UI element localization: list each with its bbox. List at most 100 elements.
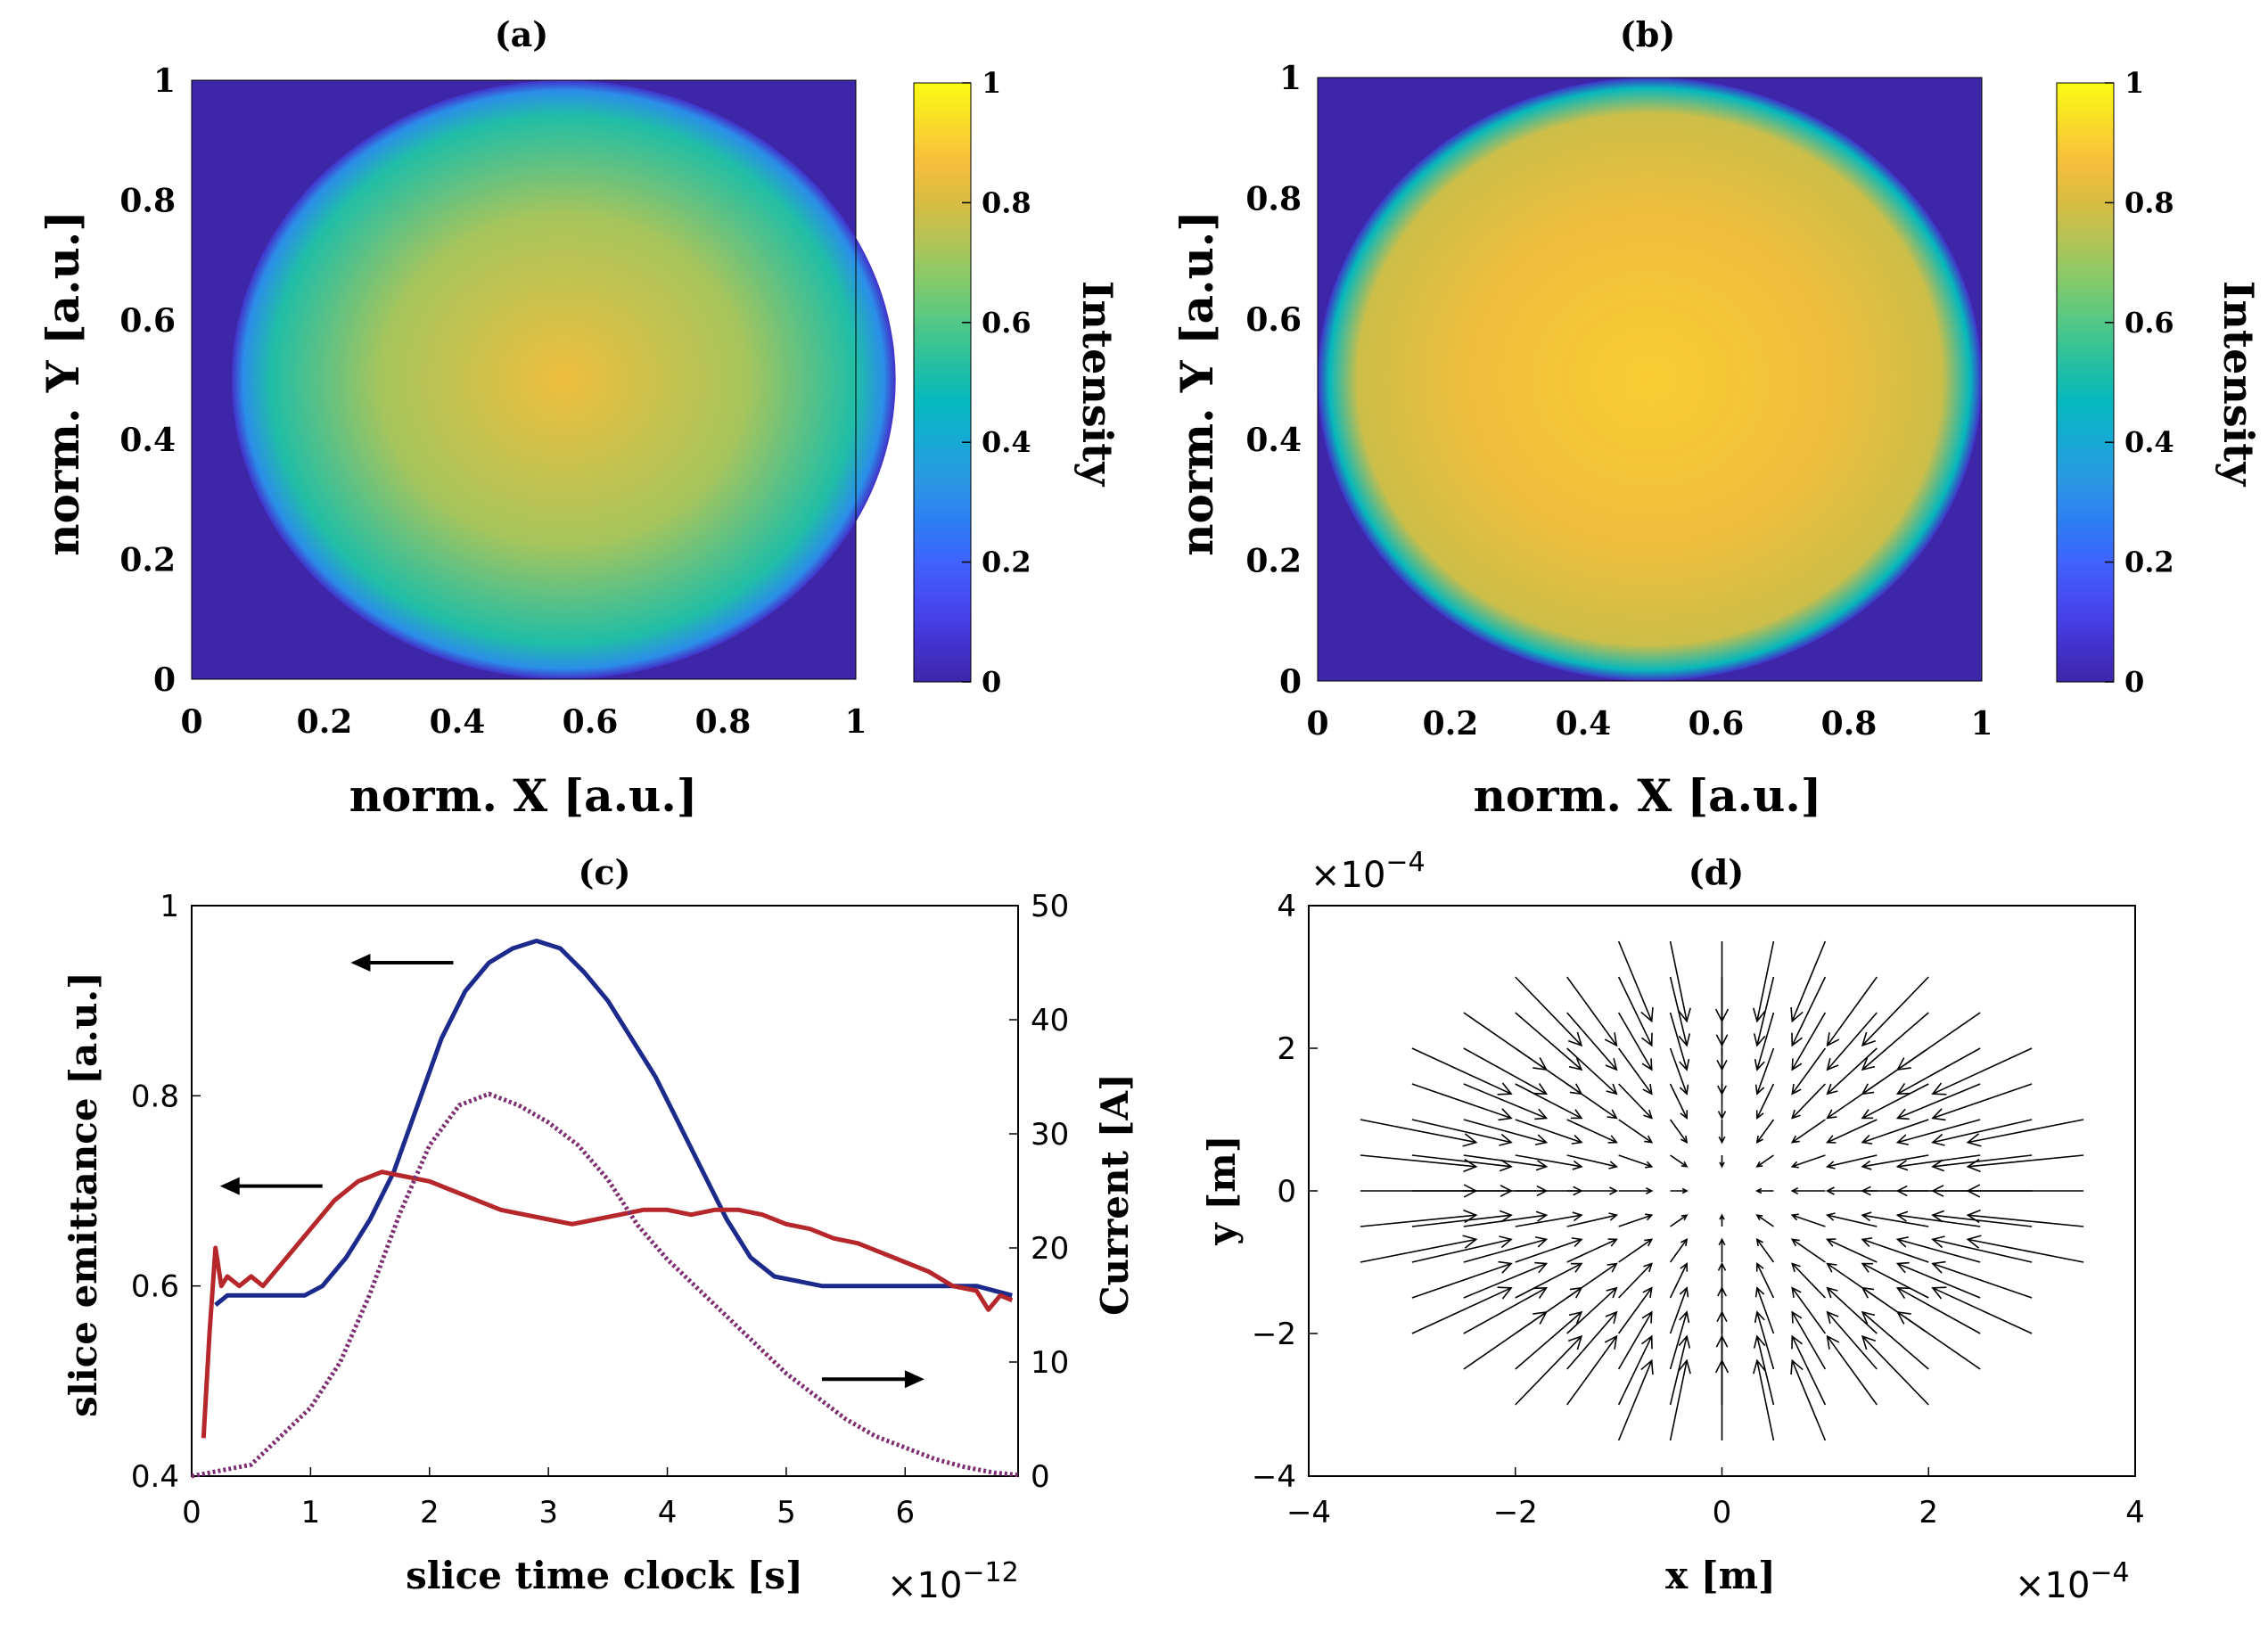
panel-d-ytick-label: 2: [1277, 1031, 1296, 1067]
panel-d-quiver-arrow: [1897, 1311, 1981, 1370]
panel-c-title: (c): [578, 852, 630, 892]
panel-d-quiver-arrow: [1463, 1154, 1547, 1168]
panel-d-quiver-head: [1717, 1085, 1727, 1096]
panel-d-quiver-head: [1462, 1133, 1478, 1147]
panel-d-quiver-head: [1790, 1161, 1799, 1169]
panel-d-quiver-head: [1931, 1082, 1947, 1096]
panel-d-quiver-head: [1715, 1034, 1729, 1047]
panel-d-quiver-arrow: [1827, 1154, 1878, 1168]
panel-d-quiver-head: [1640, 1032, 1653, 1047]
panel-d-quiver-head: [1534, 1261, 1549, 1274]
panel-d-quiver-arrow: [1932, 1083, 2033, 1120]
panel-d-quiver-head: [1895, 1185, 1908, 1197]
panel-d-quiver-head: [1825, 1161, 1836, 1169]
panel-d-quiver-arrow: [1756, 1083, 1775, 1119]
panel-d-quiver-head: [1931, 1159, 1945, 1172]
panel-b: (b) 0 0.2 0.4 0.6 0.8 1 0 0.2 0.4 0.6 0.8 1 0 0.2 0.4…: [1171, 14, 2263, 822]
panel-d-quiver-head: [1719, 1161, 1725, 1169]
panel-d-quiver-arrow: [1897, 1154, 1981, 1168]
panel-d-quiver-head: [1606, 1262, 1618, 1273]
panel-c-arrow-head: [350, 954, 371, 972]
panel-d-quiver-arrow: [1617, 1360, 1653, 1441]
panel-d-quiver-arrow: [1566, 1047, 1617, 1095]
panel-d-quiver-arrow: [1897, 1119, 1981, 1144]
panel-d-quiver-arrow: [1566, 976, 1617, 1046]
panel-c-series-emittance-red: [201, 1169, 1014, 1439]
panel-b-ytick-label: 0.8: [1245, 180, 1302, 217]
panel-c-ytick-left-label: 0.4: [131, 1459, 179, 1495]
panel-d-quiver-head: [1567, 1334, 1583, 1350]
panel-d-quiver-arrow: [1897, 1287, 1981, 1334]
panel-b-xtick-label: 0.4: [1556, 705, 1612, 743]
panel-d-quiver-arrow: [1566, 1083, 1617, 1120]
panel-d-quiver-head: [1826, 1135, 1837, 1144]
panel-d-quiver-arrow: [1932, 1119, 2033, 1144]
panel-b-ytick-label: 0: [1279, 663, 1302, 701]
panel-a-frame: [191, 79, 857, 680]
panel-b-cbar-tick-label: 0.2: [2124, 546, 2174, 579]
panel-d-quiver-arrow: [1617, 976, 1653, 1046]
panel-a-beam-disc: [231, 80, 896, 679]
panel-d-quiver-head: [1755, 1262, 1764, 1272]
panel-d-quiver-arrow: [1411, 1119, 1512, 1144]
panel-d-quiver-head: [1861, 1334, 1877, 1350]
panel-d-quiver-head: [1791, 1310, 1803, 1324]
panel-a-xtick-label: 0.4: [430, 703, 486, 741]
panel-d-quiver-head: [1966, 1133, 1982, 1147]
panel-d-quiver-head: [1755, 1237, 1764, 1247]
panel-d-quiver-arrow: [1515, 1119, 1582, 1144]
panel-d-quiver-head: [1753, 1358, 1767, 1375]
panel-d-quiver-head: [1826, 1286, 1838, 1299]
panel-d-quiver-arrow: [1756, 940, 1775, 1022]
panel-d-quiver-head: [1754, 1310, 1765, 1324]
panel-d-xtick-label: 4: [2125, 1495, 2145, 1530]
panel-d-quiver-head: [1895, 1210, 1909, 1222]
panel-c-xtick-label: 4: [658, 1495, 678, 1530]
panel-d-quiver-head: [1608, 1212, 1619, 1221]
panel-d-quiver-arrow: [1617, 940, 1653, 1022]
panel-d-quiver-head: [1462, 1235, 1478, 1249]
panel-d-quiver-arrow: [1827, 1311, 1878, 1370]
panel-d-quiver-head: [1499, 1159, 1513, 1172]
panel-d-quiver-arrow: [1827, 1214, 1878, 1227]
panel-a-ytick-label: 0: [153, 661, 176, 699]
panel-d-quiver-head: [1570, 1262, 1583, 1273]
panel-d-quiver-head: [1826, 1109, 1837, 1120]
panel-d-quiver-head: [1861, 1211, 1872, 1222]
panel-d-quiver-arrow: [1566, 1287, 1617, 1334]
panel-d-ytick-label: 4: [1277, 889, 1296, 924]
panel-d-quiver-head: [1826, 1238, 1837, 1247]
panel-d-quiver-arrow: [1669, 1119, 1688, 1144]
panel-d-quiver-arrow: [1897, 1214, 1981, 1227]
panel-d-quiver-arrow: [1791, 1335, 1827, 1406]
panel-b-cbar-frame: [2056, 82, 2115, 683]
panel-d-quiver-head: [1931, 1185, 1944, 1197]
panel-d-quiver-arrow: [1861, 1335, 1929, 1406]
panel-d-quiver-head: [1791, 1286, 1802, 1298]
panel-d-quiver-head: [1535, 1160, 1549, 1171]
panel-c-ytick-left-label: 1: [160, 889, 179, 924]
panel-d-right-exponent-base: ×10: [2015, 1565, 2090, 1606]
panel-d-quiver-head: [1499, 1235, 1513, 1249]
panel-b-xtick-label: 0.8: [1821, 705, 1878, 743]
panel-d-quiver-head: [1754, 1084, 1765, 1096]
panel-d-quiver-arrow: [1827, 1047, 1878, 1095]
panel-d-quiver-arrow: [1861, 1083, 1929, 1120]
panel-d-quiver-head: [1826, 1310, 1839, 1325]
panel-c-ytick-right-label: 50: [1031, 889, 1069, 924]
panel-d-quiver-head: [1606, 1286, 1618, 1299]
panel-d-quiver-head: [1609, 1186, 1619, 1195]
panel-d-quiver-head: [1754, 1286, 1765, 1298]
panel-a-cbar-frame: [913, 82, 972, 683]
panel-b-cbar-tick-label: 0: [2124, 665, 2144, 699]
panel-c-series-emittance-blue: [214, 939, 1013, 1307]
panel-d-quiver-head: [1826, 1032, 1840, 1047]
panel-d-quiver-head: [1716, 1059, 1728, 1071]
panel-d-quiver-arrow: [1670, 1214, 1688, 1227]
panel-d-quiver-arrow: [1756, 1214, 1774, 1227]
panel-d-quiver-arrow: [1791, 1047, 1827, 1095]
panel-d-quiver-head: [1607, 1238, 1618, 1247]
panel-d-quiver-arrow: [1897, 1262, 1981, 1299]
